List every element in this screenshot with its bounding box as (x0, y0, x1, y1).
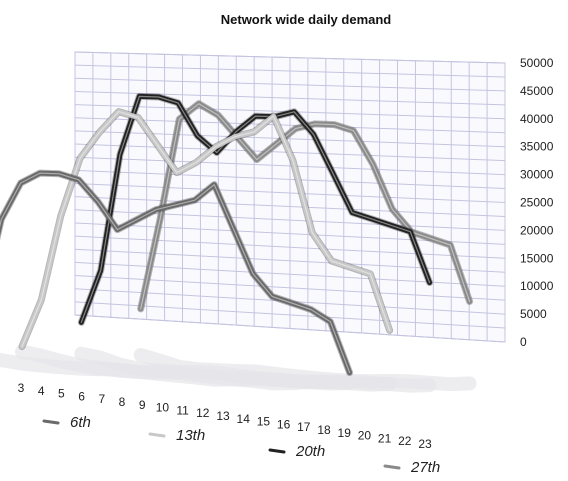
y-tick-label: 35000 (520, 140, 554, 154)
series-line-6th (0, 170, 353, 376)
x-tick-label: 5 (58, 387, 65, 401)
x-tick-label: 18 (317, 423, 331, 437)
gridline-horizontal (74, 169, 506, 190)
x-tick-label: 10 (156, 401, 170, 415)
series-line-highlight (21, 111, 391, 348)
legend-swatch-20th (268, 448, 286, 454)
series-shadows (0, 344, 477, 393)
x-tick-label: 13 (216, 409, 230, 423)
series-shadow (133, 348, 477, 392)
x-tick-label: 3 (18, 381, 25, 395)
legend-swatch-6th (42, 419, 60, 425)
gridline-horizontal (74, 235, 506, 259)
gridline-horizontal (74, 77, 506, 92)
x-tick-label: 15 (257, 415, 271, 429)
x-tick-label: 6 (78, 389, 85, 403)
y-tick-label: 0 (520, 335, 527, 349)
legend: 6th 13th 20th 27th (42, 414, 440, 476)
gridline-horizontal (74, 64, 506, 78)
y-tick-label: 15000 (520, 251, 554, 265)
gridline-horizontal (74, 183, 506, 203)
x-tick-label: 23 (418, 437, 432, 451)
series-line-highlight (0, 172, 351, 374)
x-tick-label: 11 (176, 403, 189, 417)
y-tick-label: 20000 (520, 223, 554, 237)
legend-label-6th: 6th (70, 414, 91, 431)
gridline-horizontal (74, 117, 506, 134)
y-tick-label: 5000 (520, 307, 547, 321)
series-line-20th (78, 93, 433, 325)
chart-title: Network wide daily demand (221, 12, 392, 27)
y-tick-label: 10000 (520, 279, 554, 293)
gridline-horizontal (74, 261, 506, 287)
x-tick-label: 14 (237, 412, 251, 426)
legend-label-20th: 20th (295, 443, 325, 460)
series-line-highlight (80, 95, 431, 323)
gridlines (74, 51, 506, 343)
gridline-horizontal (74, 301, 506, 329)
legend-swatch-13th (148, 432, 166, 438)
gridline-horizontal (74, 51, 506, 64)
gridline-horizontal (74, 248, 506, 273)
x-tick-label: 7 (98, 392, 105, 406)
series-lines (0, 92, 474, 377)
x-tick-label: 16 (277, 417, 291, 431)
x-tick-label: 17 (297, 420, 311, 434)
legend-label-27th: 27th (410, 459, 440, 476)
x-tick-label: 19 (338, 426, 352, 440)
x-tick-label: 12 (196, 406, 210, 420)
y-tick-label: 25000 (520, 196, 554, 210)
x-tick-label: 9 (139, 398, 146, 412)
legend-label-13th: 13th (176, 427, 205, 444)
x-tick-label: 21 (378, 431, 392, 445)
y-tick-label: 45000 (520, 84, 554, 98)
series-line-13th (19, 109, 393, 349)
x-tick-label: 20 (358, 429, 372, 443)
x-axis-ticks: 3 4 5 6 7 8 9 10 11 12 13 14 15 16 17 18 19 20 21 22 23 (18, 381, 432, 451)
x-tick-label: 4 (38, 384, 45, 398)
x-tick-label: 8 (119, 395, 126, 409)
gridline-horizontal (74, 314, 506, 343)
y-axis-ticks: 0 5000 10000 15000 20000 25000 30000 35000 40000… (520, 56, 554, 349)
y-tick-label: 40000 (520, 112, 554, 126)
legend-swatch-27th (383, 464, 401, 470)
x-tick-label: 22 (398, 434, 412, 448)
gridline-horizontal (74, 156, 506, 176)
y-tick-label: 30000 (520, 168, 554, 182)
y-tick-label: 50000 (520, 56, 554, 70)
gridline-horizontal (74, 196, 506, 217)
gridline-horizontal (74, 90, 506, 106)
